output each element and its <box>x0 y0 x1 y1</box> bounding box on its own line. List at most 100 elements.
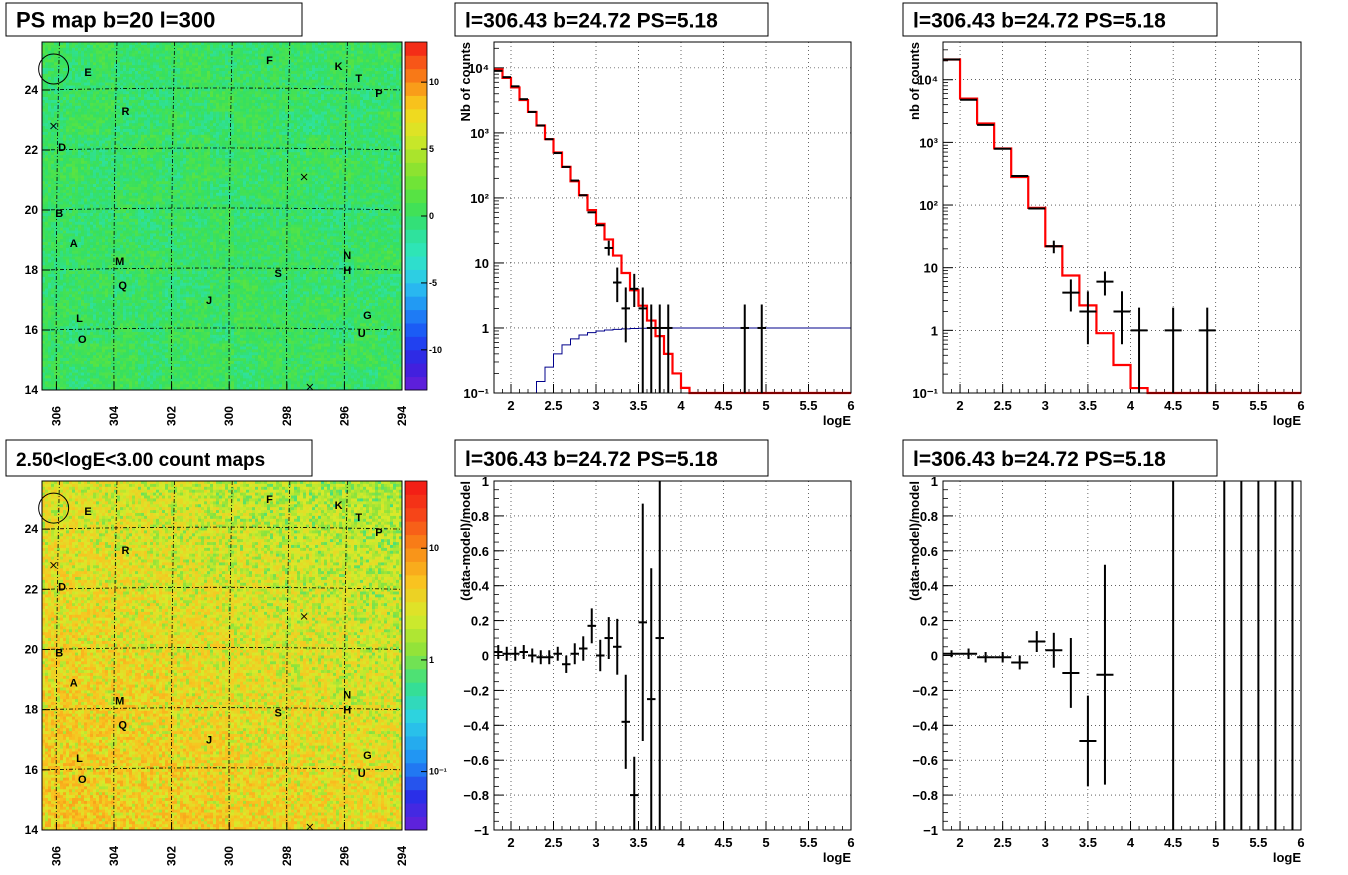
map-cell <box>93 219 96 222</box>
map-cell <box>75 228 78 231</box>
map-cell <box>87 300 90 303</box>
map-cell <box>93 257 96 260</box>
map-cell <box>105 219 108 222</box>
map-cell <box>48 367 51 370</box>
map-cell <box>93 265 96 268</box>
map-cell <box>84 178 87 181</box>
map-cell <box>90 213 93 216</box>
map-cell <box>81 129 84 132</box>
map-cell <box>75 364 78 367</box>
map-cell <box>99 341 102 344</box>
map-cell <box>60 77 63 80</box>
map-cell <box>48 178 51 181</box>
map-cell <box>78 86 81 89</box>
map-cell <box>96 199 99 202</box>
map-cell <box>45 222 48 225</box>
map-cell <box>72 115 75 118</box>
map-cell <box>81 297 84 300</box>
map-cell <box>78 175 81 178</box>
map-cell <box>87 381 90 384</box>
map-cell <box>51 228 54 231</box>
map-cell <box>72 370 75 373</box>
map-cell <box>66 144 69 147</box>
map-cell <box>90 97 93 100</box>
map-cell <box>45 228 48 231</box>
map-cell <box>108 364 111 367</box>
map-cell <box>51 115 54 118</box>
map-cell <box>84 51 87 54</box>
map-cell <box>105 277 108 280</box>
map-cell <box>48 74 51 77</box>
map-cell <box>48 231 51 234</box>
map-cell <box>48 190 51 193</box>
map-cell <box>78 112 81 115</box>
map-cell <box>108 173 111 176</box>
map-cell <box>81 109 84 112</box>
map-cell <box>78 271 81 274</box>
map-cell <box>54 306 57 309</box>
map-cell <box>57 280 60 283</box>
map-cell <box>96 155 99 158</box>
map-cell <box>84 309 87 312</box>
map-cell <box>45 239 48 242</box>
map-cell <box>102 378 105 381</box>
map-cell <box>105 144 108 147</box>
map-cell <box>108 349 111 352</box>
map-cell <box>99 126 102 129</box>
map-cell <box>90 149 93 152</box>
map-cell <box>45 320 48 323</box>
map-cell <box>72 233 75 236</box>
map-cell <box>96 384 99 387</box>
map-cell <box>66 320 69 323</box>
map-cell <box>51 74 54 77</box>
map-cell <box>42 300 45 303</box>
map-cell <box>72 210 75 213</box>
map-cell <box>45 106 48 109</box>
map-cell <box>102 233 105 236</box>
map-cell <box>45 155 48 158</box>
map-cell <box>51 62 54 65</box>
map-cell <box>78 109 81 112</box>
map-cell <box>69 178 72 181</box>
map-cell <box>48 315 51 318</box>
map-cell <box>48 248 51 251</box>
map-cell <box>63 312 66 315</box>
map-cell <box>84 86 87 89</box>
map-cell <box>102 225 105 228</box>
map-cell <box>105 236 108 239</box>
map-cell <box>102 193 105 196</box>
map-cell <box>63 303 66 306</box>
map-cell <box>84 100 87 103</box>
map-cell <box>99 216 102 219</box>
map-cell <box>63 97 66 100</box>
map-cell <box>57 277 60 280</box>
map-cell <box>57 309 60 312</box>
map-cell <box>63 257 66 260</box>
map-cell <box>90 54 93 57</box>
map-cell <box>99 138 102 141</box>
map-cell <box>57 178 60 181</box>
map-cell <box>51 245 54 248</box>
map-cell <box>81 187 84 190</box>
map-cell <box>105 315 108 318</box>
map-cell <box>81 190 84 193</box>
map-cell <box>51 199 54 202</box>
map-cell <box>69 68 72 71</box>
map-cell <box>54 146 57 149</box>
map-cell <box>72 318 75 321</box>
map-cell <box>75 384 78 387</box>
map-cell <box>78 164 81 167</box>
map-cell <box>96 213 99 216</box>
map-cell <box>51 294 54 297</box>
map-cell <box>105 193 108 196</box>
map-cell <box>75 193 78 196</box>
map-cell <box>87 236 90 239</box>
map-cell <box>99 318 102 321</box>
map-cell <box>42 260 45 263</box>
map-cell <box>72 309 75 312</box>
map-cell <box>84 286 87 289</box>
map-cell <box>90 190 93 193</box>
map-cell <box>81 248 84 251</box>
map-cell <box>60 106 63 109</box>
map-cell <box>75 74 78 77</box>
